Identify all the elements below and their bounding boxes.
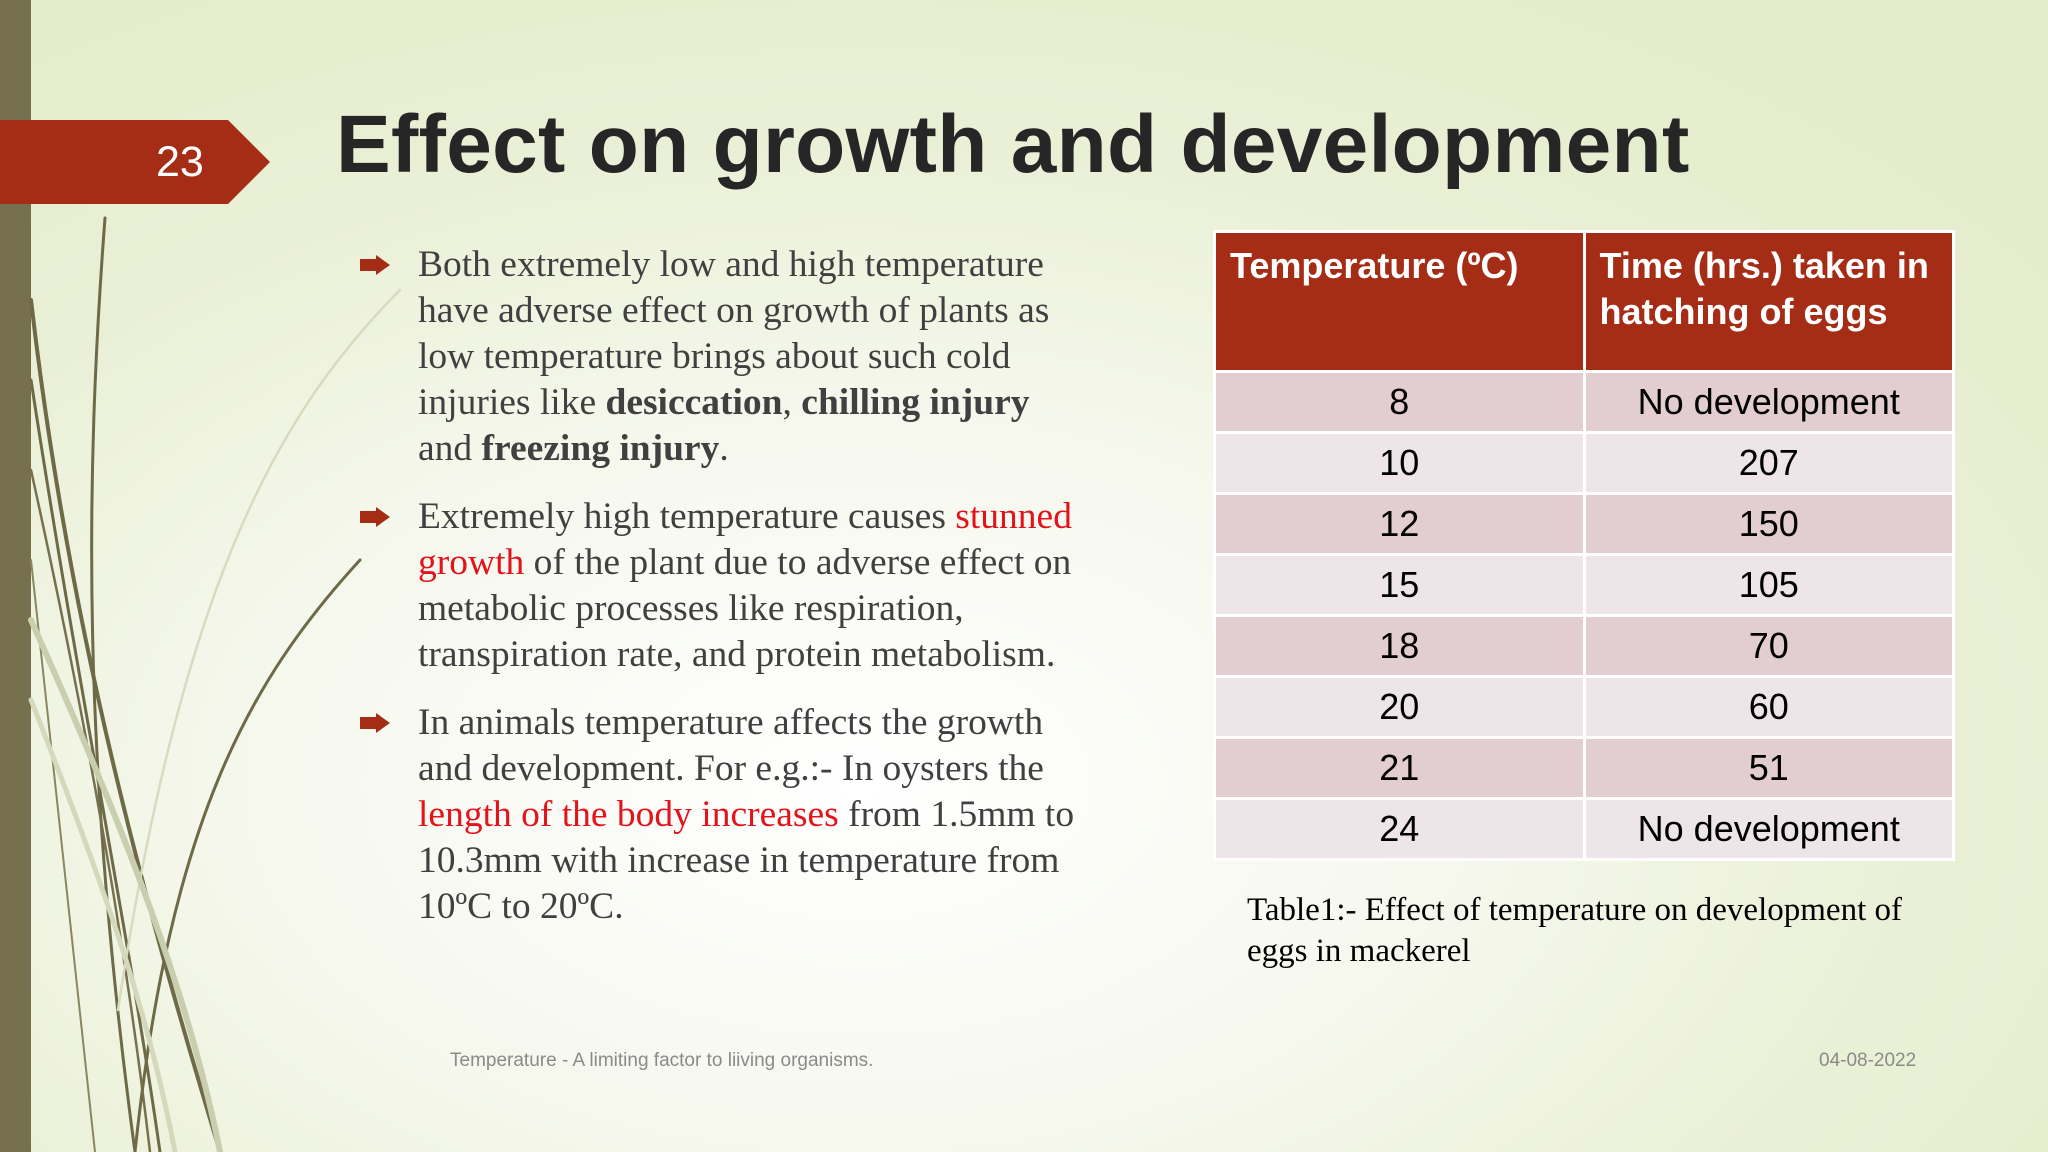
table-row: 18 70 [1213, 614, 1955, 678]
column-header-time: Time (hrs.) taken in hatching of eggs [1582, 230, 1955, 373]
table-cell: No development [1582, 370, 1955, 434]
bullet-item: In animals temperature affects the growt… [360, 700, 1080, 930]
table-cell: 24 [1213, 797, 1586, 861]
table-cell: 15 [1213, 553, 1586, 617]
slide-number: 23 [156, 138, 204, 186]
table-cell: 20 [1213, 675, 1586, 739]
table-cell: 70 [1582, 614, 1955, 678]
arrow-bullet-icon [360, 713, 390, 733]
arrow-bullet-icon [360, 507, 390, 527]
table-row: 12 150 [1213, 492, 1955, 556]
decorative-grass-lines [28, 216, 402, 1152]
table-cell: 60 [1582, 675, 1955, 739]
table-cell: 12 [1213, 492, 1586, 556]
table-cell: 10 [1213, 431, 1586, 495]
table-cell: No development [1582, 797, 1955, 861]
table-row: 20 60 [1213, 675, 1955, 739]
table-row: 8 No development [1213, 370, 1955, 434]
bullet-list: Both extremely low and high temperature … [360, 242, 1080, 952]
column-header-temperature: Temperature (ºC) [1213, 230, 1586, 373]
table-cell: 18 [1213, 614, 1586, 678]
arrow-bullet-icon [360, 255, 390, 275]
table-row: 24 No development [1213, 797, 1955, 861]
bullet-item: Extremely high temperature causes stunne… [360, 494, 1080, 678]
table-caption: Table1:- Effect of temperature on develo… [1247, 892, 1902, 969]
highlight-text: length of the body increases [418, 794, 839, 835]
footer-text: Temperature - A limiting factor to liivi… [450, 1050, 874, 1071]
table-cell: 207 [1582, 431, 1955, 495]
table-row: 10 207 [1213, 431, 1955, 495]
table-cell: 51 [1582, 736, 1955, 800]
highlight-text: stunned growth [418, 496, 1072, 583]
table-cell: 105 [1582, 553, 1955, 617]
table-cell: 21 [1213, 736, 1586, 800]
table-cell: 150 [1582, 492, 1955, 556]
slide-number-badge: 23 [0, 120, 270, 204]
footer-date: 04-08-2022 [1819, 1050, 1917, 1071]
table-row: 15 105 [1213, 553, 1955, 617]
table-row: 21 51 [1213, 736, 1955, 800]
hatching-table: Temperature (ºC) Time (hrs.) taken in ha… [1213, 230, 1955, 861]
bullet-item: Both extremely low and high temperature … [360, 242, 1080, 472]
table-cell: 8 [1213, 370, 1586, 434]
slide-title: Effect on growth and development [336, 99, 1690, 190]
